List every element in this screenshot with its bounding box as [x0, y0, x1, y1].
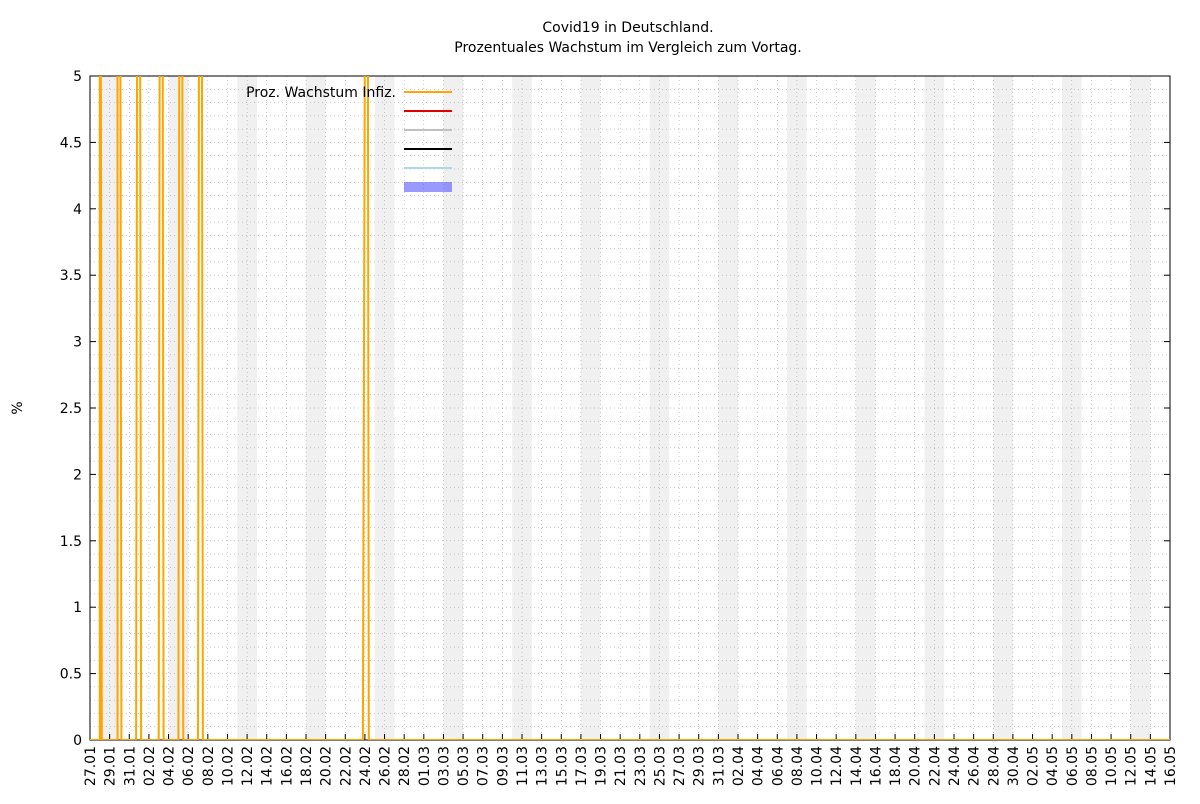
x-tick-label: 28.04: [986, 746, 1002, 786]
x-tick-label: 29.01: [103, 746, 119, 786]
weekend-band: [1130, 76, 1151, 740]
x-tick-label: 05.03: [456, 746, 472, 786]
y-tick-label: 0: [73, 733, 82, 749]
x-tick-label: 10.05: [1104, 746, 1120, 786]
x-tick-label: 15.03: [554, 746, 570, 786]
y-tick-label: 3: [73, 335, 82, 351]
x-tick-label: 31.01: [122, 746, 138, 786]
x-tick-label: 02.05: [1026, 746, 1042, 786]
y-tick-label: 0.5: [60, 667, 82, 683]
x-tick-label: 10.04: [810, 746, 826, 786]
y-tick-label: 5: [73, 69, 82, 85]
x-tick-label: 29.03: [692, 746, 708, 786]
x-tick-label: 27.03: [672, 746, 688, 786]
x-tick-label: 06.02: [181, 746, 197, 786]
x-tick-label: 12.05: [1124, 746, 1140, 786]
chart-subtitle: Prozentuales Wachstum im Vergleich zum V…: [454, 40, 802, 56]
x-tick-label: 25.03: [652, 746, 668, 786]
y-tick-label: 4.5: [60, 135, 82, 151]
x-tick-label: 03.03: [436, 746, 452, 786]
x-tick-label: 07.03: [476, 746, 492, 786]
x-tick-label: 16.04: [868, 746, 884, 786]
x-tick-label: 17.03: [574, 746, 590, 786]
x-tick-label: 24.04: [947, 746, 963, 786]
x-tick-label: 11.03: [515, 746, 531, 786]
x-tick-label: 22.02: [338, 746, 354, 786]
x-tick-label: 04.02: [162, 746, 178, 786]
weekend-band: [855, 76, 876, 740]
x-tick-label: 28.02: [397, 746, 413, 786]
x-tick-label: 08.05: [1084, 746, 1100, 786]
x-tick-label: 26.02: [378, 746, 394, 786]
x-tick-label: 02.02: [142, 746, 158, 786]
x-tick-label: 20.02: [319, 746, 335, 786]
x-tick-label: 18.04: [888, 746, 904, 786]
x-tick-label: 26.04: [967, 746, 983, 786]
chart-title: Covid19 in Deutschland.: [542, 20, 713, 36]
legend-swatch: [404, 182, 452, 192]
x-tick-label: 14.05: [1143, 746, 1159, 786]
x-tick-label: 27.01: [83, 746, 99, 786]
x-tick-label: 01.03: [417, 746, 433, 786]
x-tick-label: 06.04: [770, 746, 786, 786]
x-tick-label: 16.05: [1163, 746, 1179, 786]
x-tick-label: 16.02: [279, 746, 295, 786]
x-tick-label: 09.03: [495, 746, 511, 786]
y-tick-label: 1.5: [60, 534, 82, 550]
x-tick-label: 22.04: [927, 746, 943, 786]
x-tick-label: 19.03: [594, 746, 610, 786]
y-tick-label: 1: [73, 600, 82, 616]
x-tick-label: 30.04: [1006, 746, 1022, 786]
x-tick-label: 23.03: [633, 746, 649, 786]
x-tick-label: 20.04: [908, 746, 924, 786]
weekend-band: [443, 76, 464, 740]
x-tick-label: 10.02: [220, 746, 236, 786]
x-tick-label: 13.03: [535, 746, 551, 786]
x-tick-label: 08.04: [790, 746, 806, 786]
y-tick-label: 4: [73, 202, 82, 218]
x-tick-label: 06.05: [1065, 746, 1081, 786]
y-axis-label: %: [10, 401, 26, 414]
x-tick-label: 04.04: [751, 746, 767, 786]
x-tick-label: 12.04: [829, 746, 845, 786]
x-tick-label: 08.02: [201, 746, 217, 786]
x-tick-label: 31.03: [711, 746, 727, 786]
x-tick-label: 21.03: [613, 746, 629, 786]
x-tick-label: 12.02: [240, 746, 256, 786]
weekend-band: [993, 76, 1013, 740]
y-tick-label: 2: [73, 467, 82, 483]
x-tick-label: 04.05: [1045, 746, 1061, 786]
x-tick-label: 24.02: [358, 746, 374, 786]
y-tick-label: 3.5: [60, 268, 82, 284]
weekend-band: [306, 76, 326, 740]
x-tick-label: 18.02: [299, 746, 315, 786]
legend-label: Proz. Wachstum Infiz.: [246, 85, 396, 101]
x-tick-label: 14.02: [260, 746, 276, 786]
y-tick-label: 2.5: [60, 401, 82, 417]
x-tick-label: 14.04: [849, 746, 865, 786]
x-tick-label: 02.04: [731, 746, 747, 786]
weekend-band: [718, 76, 738, 740]
